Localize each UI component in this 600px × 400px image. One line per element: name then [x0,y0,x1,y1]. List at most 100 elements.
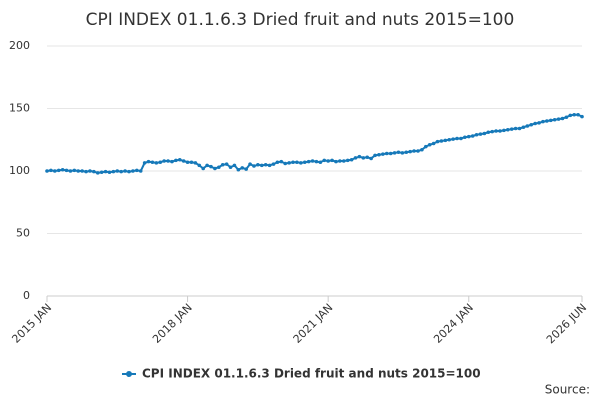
point [166,159,170,163]
point [217,165,221,170]
point [513,126,518,131]
point [548,118,553,123]
x-tick-label: 2021 JAN [291,301,336,346]
y-tick-label: 200 [9,39,30,52]
point [470,134,475,138]
point [201,166,206,171]
point [486,130,491,135]
point [115,169,120,173]
point [404,150,409,155]
point [135,168,139,173]
point [451,137,455,141]
point [103,169,108,174]
point [279,159,284,164]
point [162,159,166,163]
series-line [46,113,583,174]
point [572,112,576,117]
point [423,144,428,149]
x-tick-label: 2015 JAN [9,301,54,346]
point [267,163,272,168]
point [427,142,432,147]
point [158,160,163,165]
point [396,150,401,155]
point [299,161,303,165]
point [373,153,377,158]
point [256,162,260,167]
point [72,168,77,173]
point [506,127,510,132]
point [412,149,416,153]
point [306,159,311,164]
point [193,161,198,165]
point [341,159,346,163]
point [209,164,213,169]
point [197,163,202,168]
x-tick-label: 2024 JAN [431,301,476,346]
point [185,160,190,165]
source: Source: [545,383,590,397]
point [68,169,73,173]
point [525,124,530,128]
point [314,159,319,164]
point [291,160,295,165]
point [310,159,315,163]
point [189,160,194,165]
x-tick-label: 2018 JAN [150,301,195,346]
point [482,131,487,136]
point [478,132,483,136]
point [345,158,350,163]
x-tick-label: 2026 JUN [544,301,589,346]
point [248,162,252,166]
point [92,169,96,174]
point [127,169,131,174]
y-tick-label: 50 [16,227,30,240]
chart-title: CPI INDEX 01.1.6.3 Dried fruit and nuts … [86,10,515,30]
y-tick-label: 0 [23,289,30,302]
point [416,149,420,153]
point [556,117,561,121]
point [213,166,217,171]
point [369,156,373,161]
point [474,132,479,137]
point [576,112,580,117]
point [181,159,186,163]
point [295,160,299,165]
point [533,121,537,126]
point [509,127,514,131]
point [466,134,471,139]
point [287,161,291,165]
point [322,158,327,163]
point [119,169,123,174]
legend-marker [126,371,132,377]
point [435,139,440,144]
point [353,156,358,160]
point [224,162,229,166]
point [53,169,57,173]
point [283,161,288,166]
point [490,129,494,134]
point [521,125,526,130]
point [88,169,92,173]
point [99,170,104,175]
point [560,116,565,121]
point [357,154,362,159]
point [271,162,276,166]
point [60,167,65,172]
point [459,136,463,141]
point [431,141,436,146]
point [517,126,522,131]
point [494,129,498,133]
point [384,151,389,156]
y-tick-label: 150 [9,102,30,115]
point [150,160,155,165]
point [45,169,49,173]
point [302,160,307,165]
point [177,157,182,162]
point [107,170,112,175]
point [388,151,393,156]
point [146,159,151,164]
point [361,156,366,160]
point [537,121,541,125]
point [529,122,534,127]
